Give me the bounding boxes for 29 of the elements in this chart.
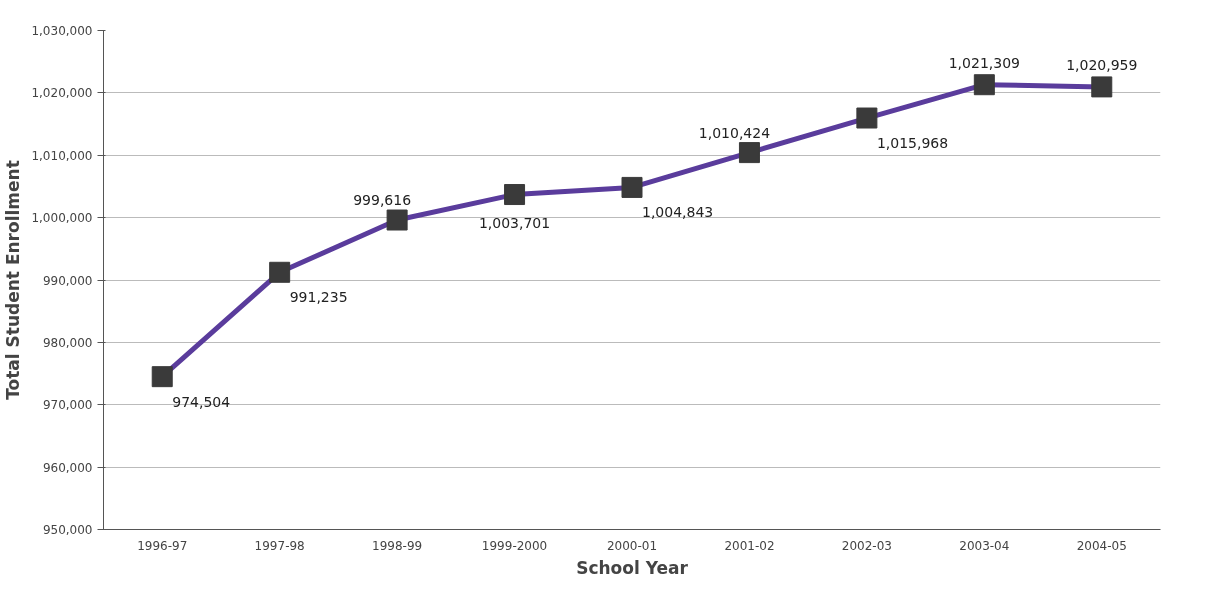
y-axis-title: Total Student Enrollment [3,160,24,400]
x-tick-label: 2000-01 [606,538,658,553]
text: 1,020,959 [1066,56,1138,73]
y-tick-label: 960,000 [42,460,93,475]
text: 991,235 [289,289,348,306]
text: 1,004,843 [642,204,714,221]
y-tick-label: 1,000,000 [31,211,93,226]
x-tick-label: 2004-05 [1076,538,1127,553]
x-tick-label: 1998-99 [372,538,423,553]
text: 1,003,701 [478,214,551,231]
text: 1,021,309 [948,54,1020,71]
x-tick-label: 2003-04 [959,538,1010,553]
x-tick-label: 1996-97 [137,538,188,553]
text: 1,015,968 [876,135,949,152]
x-tick-label: 1997-98 [254,538,305,553]
x-axis-title: School Year [576,557,689,578]
x-tick-label: 2001-02 [724,538,775,553]
x-tick-label: 1999-2000 [481,538,548,553]
text: 999,616 [353,192,412,209]
y-tick-label: 1,020,000 [31,86,93,101]
text: 974,504 [172,393,231,410]
y-tick-label: 980,000 [42,335,93,350]
text: 1,010,424 [698,124,771,141]
y-tick-label: 1,010,000 [31,148,93,163]
x-tick-label: 2002-03 [841,538,892,553]
y-tick-label: 1,030,000 [31,24,93,38]
y-tick-label: 990,000 [42,273,93,288]
y-tick-label: 950,000 [42,523,93,537]
y-tick-label: 970,000 [42,398,93,413]
